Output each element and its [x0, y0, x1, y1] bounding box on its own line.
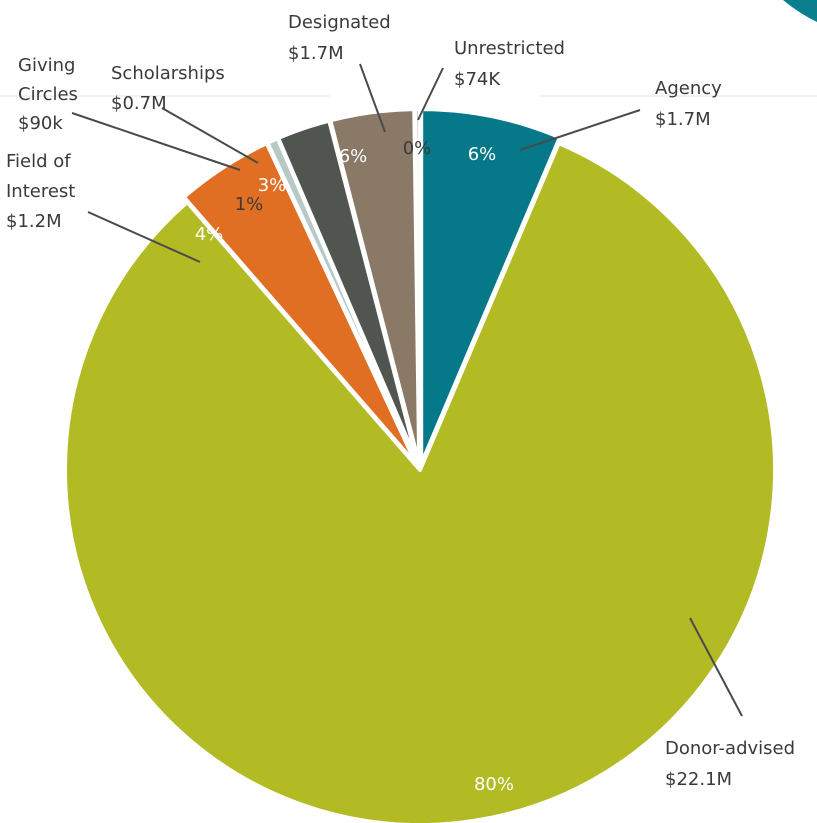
slice-agency	[419, 107, 562, 467]
label-unrestricted-value: $74K	[454, 69, 501, 90]
pct-label-agency: 6%	[468, 144, 497, 165]
legend-labels: Agency $1.7M Donor-advised $22.1M Field …	[6, 12, 801, 790]
pct-label-unrestricted: 0%	[403, 138, 432, 159]
pct-label-field-of-interest: 4%	[195, 224, 224, 245]
leader-line-agency	[519, 109, 641, 151]
percent-labels: 6% 80% 4% 1%3% 6% 0%	[195, 138, 514, 795]
label-giving-circles-value: $90k	[18, 113, 63, 134]
label-agency-name: Agency	[655, 78, 722, 99]
leader-line-giving-circles	[71, 112, 241, 171]
pct-label-designated: 6%	[339, 146, 368, 167]
leader-line-field-of-interest	[87, 211, 201, 263]
leader-line-scholarships	[161, 107, 259, 164]
label-field-of-interest-name-2: Interest	[6, 181, 75, 202]
label-field-of-interest: Field of Interest $1.2M	[6, 151, 81, 232]
leader-lines	[71, 63, 743, 717]
leader-line-designated	[359, 63, 386, 133]
label-field-of-interest-value: $1.2M	[6, 211, 62, 232]
label-giving-circles-name-1: Giving	[18, 55, 75, 76]
label-giving-circles-name-2: Circles	[18, 84, 78, 105]
pct-label-scholarships: 3%	[258, 175, 287, 196]
label-unrestricted: Unrestricted $74K	[454, 38, 571, 90]
corner-accent-shape	[783, 0, 817, 22]
label-donor-advised-value: $22.1M	[665, 769, 732, 790]
label-designated: Designated $1.7M	[288, 12, 396, 64]
label-giving-circles: Giving Circles $90k	[18, 55, 84, 134]
label-donor-advised: Donor-advised $22.1M	[665, 738, 801, 790]
label-designated-name: Designated	[288, 12, 391, 33]
leader-line-unrestricted	[417, 67, 444, 121]
label-scholarships-value: $0.7M	[111, 93, 167, 114]
slice-donor-advised	[63, 141, 777, 823]
label-donor-advised-name: Donor-advised	[665, 738, 795, 759]
pct-label-giving-circles: 1%	[235, 194, 264, 215]
label-scholarships-name: Scholarships	[111, 63, 225, 84]
label-scholarships: Scholarships $0.7M	[111, 63, 231, 114]
slice-unrestricted	[413, 107, 422, 466]
pie-slices	[63, 107, 777, 823]
pct-label-donor-advised: 80%	[474, 774, 514, 795]
label-unrestricted-name: Unrestricted	[454, 38, 565, 59]
leader-line-donor-advised	[689, 617, 743, 717]
label-designated-value: $1.7M	[288, 43, 344, 64]
label-field-of-interest-name-1: Field of	[6, 151, 71, 172]
label-agency-value: $1.7M	[655, 109, 711, 130]
label-agency: Agency $1.7M	[655, 78, 728, 130]
